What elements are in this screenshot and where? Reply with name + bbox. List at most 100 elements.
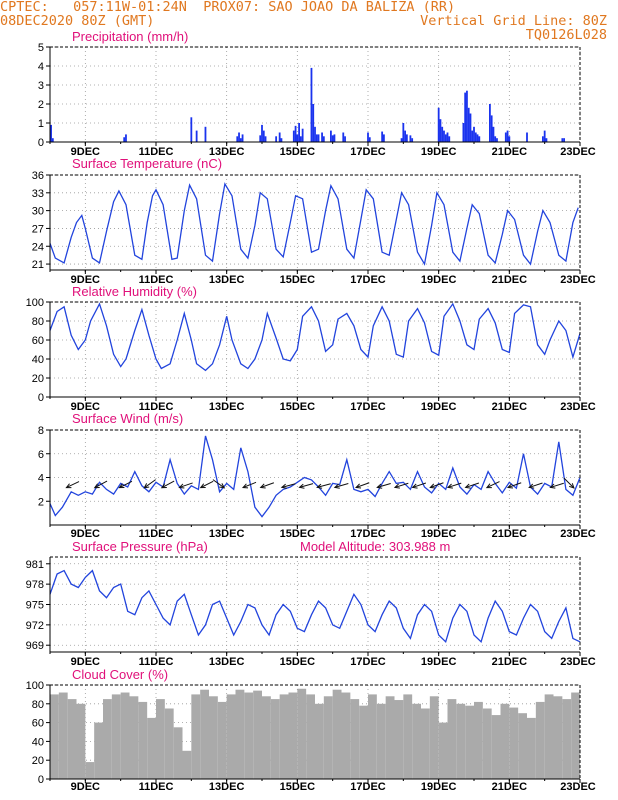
precip-bar xyxy=(381,131,384,142)
rh-ytick-label: 100 xyxy=(26,297,44,309)
cloud-xtick-label: 23DEC xyxy=(560,781,596,793)
cloud-bar xyxy=(306,694,315,779)
wind-arrow xyxy=(550,482,564,488)
precip-ytick-label: 5 xyxy=(38,42,44,54)
precip-bar xyxy=(437,107,440,142)
precip-bar xyxy=(333,134,336,142)
precip-bar xyxy=(342,132,345,142)
cloud-bar xyxy=(297,688,307,779)
precip-title: Precipitation (mm/h) xyxy=(72,29,188,44)
cloud-bar xyxy=(491,715,501,779)
cloud-bar xyxy=(527,717,536,779)
rh-xtick-label: 11DEC xyxy=(139,401,174,413)
wind-series-line xyxy=(49,435,581,518)
cloud-xtick-label: 9DEC xyxy=(71,781,100,793)
wind-arrow-head xyxy=(429,483,436,489)
pressure-ytick-label: 981 xyxy=(26,559,44,571)
cloud-bar xyxy=(288,692,298,779)
rh-ytick-label: 20 xyxy=(32,373,44,385)
precip-bar xyxy=(462,123,465,142)
cloud-ytick-label: 60 xyxy=(32,718,44,730)
pressure-ytick-label: 978 xyxy=(26,579,44,591)
wind-arrow xyxy=(507,482,522,488)
precip-bar xyxy=(315,134,318,142)
wind-xtick-label: 15DEC xyxy=(280,528,316,540)
precip-bar xyxy=(239,138,242,142)
precip-bar xyxy=(299,136,302,142)
pressure-xtick-label: 23DEC xyxy=(560,656,596,668)
wind-arrow-head xyxy=(549,483,556,489)
precip-bar xyxy=(474,132,477,142)
cloud-bar xyxy=(562,699,572,779)
wind-arrow xyxy=(260,482,275,488)
rh-ytick-label: 60 xyxy=(32,335,44,347)
precip-bar xyxy=(367,132,369,142)
rh-ytick-label: 0 xyxy=(38,392,44,404)
wind-xtick-label: 13DEC xyxy=(209,528,245,540)
cloud-bar xyxy=(209,696,218,779)
temp-xtick-label: 11DEC xyxy=(139,274,174,286)
wind-arrow xyxy=(143,479,156,489)
precip-ytick-label: 1 xyxy=(38,118,44,130)
precip-bar xyxy=(464,92,467,142)
cloud-bar xyxy=(500,703,510,779)
precip-xtick-label: 11DEC xyxy=(139,146,174,158)
wind-arrow xyxy=(334,483,349,488)
cloud-ytick-label: 40 xyxy=(32,736,44,748)
rh-title: Relative Humidity (%) xyxy=(72,284,197,299)
precip-panel: Precipitation (mm/h) 0 1 2 3 4 5 9DEC 11DEC 13DEC… xyxy=(38,29,596,158)
rh-xtick-label: 15DEC xyxy=(280,401,316,413)
cloud-bar xyxy=(129,696,139,779)
cloud-bar xyxy=(164,708,174,779)
wind-arrow xyxy=(355,482,370,488)
precip-bar xyxy=(466,90,468,142)
pressure-xtick-label: 17DEC xyxy=(350,656,386,668)
wind-arrow-head xyxy=(333,483,340,489)
pressure-xtick-label: 15DEC xyxy=(280,656,316,668)
wind-xtick-label: 19DEC xyxy=(421,528,457,540)
pressure-series-line xyxy=(49,569,581,644)
precip-bar xyxy=(476,134,479,142)
wind-arrow-head xyxy=(219,483,226,489)
wind-arrow xyxy=(377,483,391,488)
cloud-bars xyxy=(50,688,580,779)
wind-arrow xyxy=(242,481,257,488)
precip-bar xyxy=(275,136,278,142)
precip-bar xyxy=(496,138,498,142)
cloud-bar xyxy=(553,696,563,779)
chart-header: CPTEC: 057:11W-01:24N PROX07: SAO JOAO D… xyxy=(0,0,618,48)
precip-bar xyxy=(368,137,371,142)
wind-arrow xyxy=(281,483,296,488)
precip-bar xyxy=(492,126,495,142)
cloud-ytick-label: 0 xyxy=(38,774,44,786)
rh-xtick-label: 9DEC xyxy=(71,401,100,413)
precip-bar xyxy=(296,134,299,142)
precip-bar xyxy=(561,138,564,142)
precip-bar xyxy=(542,136,544,142)
cloud-bar xyxy=(253,690,262,779)
precip-bar xyxy=(278,132,281,142)
wind-xtick-label: 21DEC xyxy=(492,528,528,540)
wind-arrow xyxy=(447,482,462,488)
precip-bar xyxy=(344,136,346,142)
temp-xtick-label: 17DEC xyxy=(350,274,386,286)
wind-arrow-head xyxy=(298,483,305,489)
cloud-bar xyxy=(385,696,395,779)
precip-bar xyxy=(489,104,491,142)
wind-panel: Surface Wind (m/s) 2 4 6 8 9DEC 11DEC 13DEC 15DE… xyxy=(38,411,596,540)
wind-ytick-label: 4 xyxy=(38,473,44,485)
station-title: CPTEC: 057:11W-01:24N PROX07: SAO JOAO D… xyxy=(0,0,456,15)
cloud-bar xyxy=(58,692,68,779)
cloud-bar xyxy=(368,694,377,779)
cloud-bar xyxy=(323,696,333,779)
wind-arrow-head xyxy=(259,483,266,489)
cloud-bar xyxy=(50,694,59,779)
precip-xtick-label: 13DEC xyxy=(209,146,245,158)
cloud-bar xyxy=(544,694,554,779)
wind-arrow-head xyxy=(376,483,383,489)
wind-arrow-head xyxy=(506,483,514,489)
precip-bar xyxy=(301,128,304,142)
cloud-bar xyxy=(94,722,103,779)
precip-bar xyxy=(446,132,449,142)
